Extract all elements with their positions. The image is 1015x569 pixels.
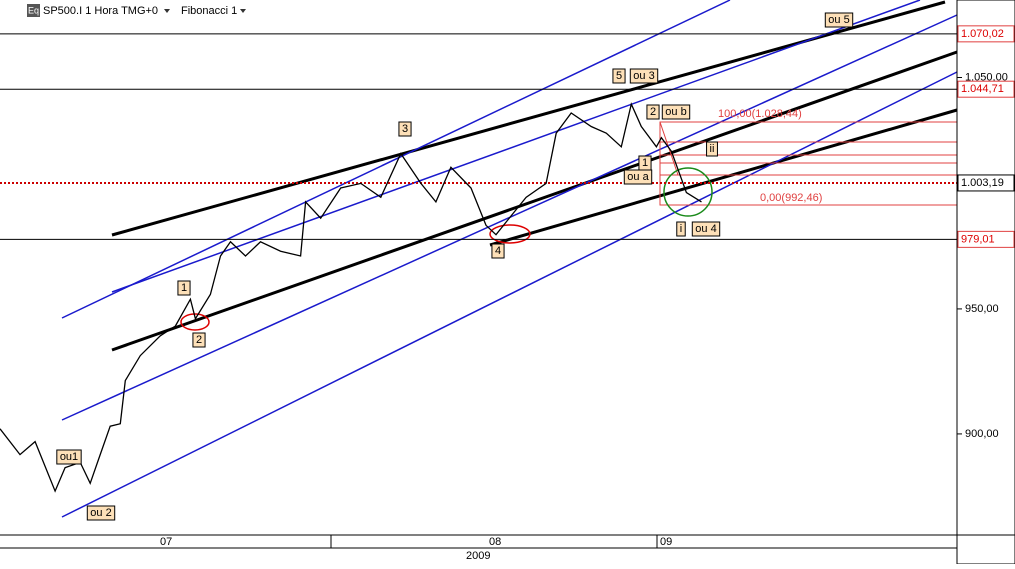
- wave-box: [398, 121, 412, 137]
- wave-label: ou a: [627, 171, 649, 183]
- wave-box: [192, 332, 206, 348]
- icon-box: [27, 4, 40, 17]
- symbol[interactable]: SP500.I 1 Hora TMG+0: [43, 5, 158, 17]
- wave-label: 1: [642, 157, 648, 169]
- wave-box: [706, 141, 718, 157]
- x-label: 09: [660, 536, 672, 548]
- level-box: [957, 80, 1015, 98]
- x-year: 2009: [466, 550, 490, 562]
- wave-label: ou 4: [695, 223, 716, 235]
- fib-label: 100,00(1.028,44): [718, 108, 802, 120]
- wave-label: 5: [616, 70, 622, 82]
- channel-line: [489, 108, 958, 247]
- study[interactable]: Fibonacci 1: [181, 5, 237, 17]
- header: Eq SP500.I 1 Hora TMG+0 Fibonacci 1: [27, 4, 246, 17]
- x-label: 08: [489, 536, 501, 548]
- wave-box: [177, 280, 191, 296]
- wave-label: i: [680, 223, 682, 235]
- wave-label: 4: [495, 245, 501, 257]
- wave-label: ou 2: [90, 507, 111, 519]
- x-label: 07: [160, 536, 172, 548]
- wave-box: [676, 221, 686, 237]
- marker-ellipse: [489, 224, 531, 244]
- wave-label: ou b: [665, 106, 686, 118]
- wave-box: [661, 104, 691, 120]
- wave-box: [612, 68, 626, 84]
- wave-label: ii: [710, 143, 715, 155]
- channel-line: [111, 50, 958, 352]
- fib-label: 0,00(992,46): [760, 192, 822, 204]
- wave-label: ou 5: [828, 14, 849, 26]
- price-line: [0, 102, 702, 493]
- wave-label: 2: [196, 334, 202, 346]
- level-box: [957, 25, 1015, 43]
- marker-ellipse: [180, 313, 210, 331]
- wave-box: [691, 221, 721, 237]
- wave-label: 2: [650, 106, 656, 118]
- y-tick-label: 900,00: [965, 428, 999, 440]
- marker-circle: [663, 167, 713, 217]
- wave-box: [629, 68, 659, 84]
- level-label: 1.070,02: [961, 28, 1004, 40]
- wave-label: ou 3: [633, 70, 654, 82]
- wave-box: [646, 104, 660, 120]
- wave-label: 3: [402, 123, 408, 135]
- plot: [0, 33, 957, 493]
- wave-label: 1: [181, 282, 187, 294]
- wave-box: [86, 505, 116, 521]
- y-tick-label: 1.050,00: [965, 71, 1008, 83]
- wave-box: [56, 449, 82, 465]
- level-label: 979,01: [961, 233, 995, 245]
- wave-box: [491, 243, 505, 259]
- channel-line: [61, 71, 958, 518]
- dropdown[interactable]: [240, 9, 246, 13]
- dropdown[interactable]: [164, 9, 170, 13]
- icon: Eq: [28, 5, 39, 15]
- channel-line: [61, 0, 731, 319]
- channel-line: [111, 0, 921, 293]
- level-box: [957, 230, 1015, 248]
- level-box: [957, 174, 1015, 192]
- level-label: 1.003,19: [961, 177, 1004, 189]
- wave-box: [824, 12, 854, 28]
- wave-label: ou1: [60, 451, 78, 463]
- level-label: 1.044,71: [961, 83, 1004, 95]
- wave-box: [623, 169, 653, 185]
- y-tick-label: 950,00: [965, 303, 999, 315]
